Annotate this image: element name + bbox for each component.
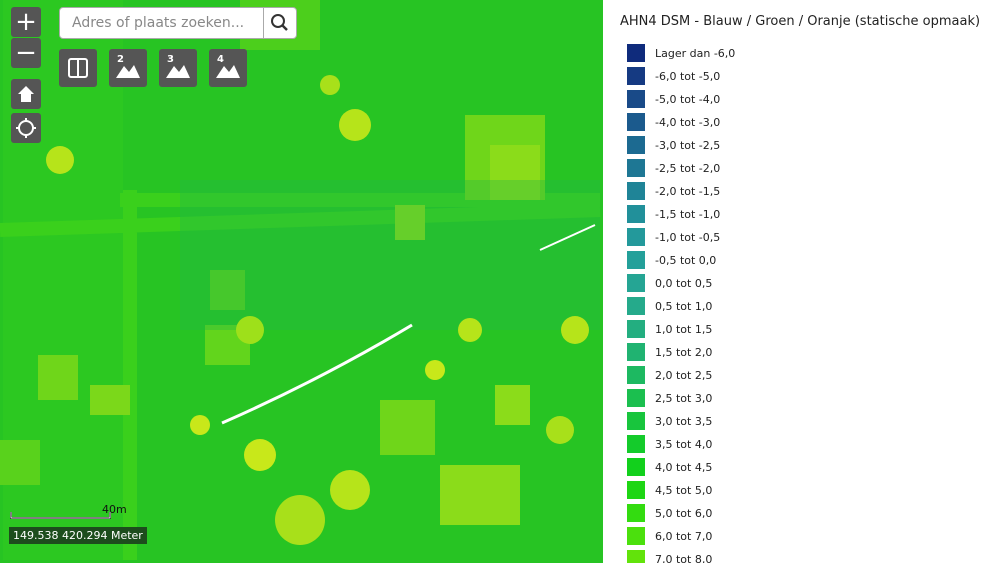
legend-label: -0,5 tot 0,0 <box>655 254 717 267</box>
search-placeholder: Adres of plaats zoeken... <box>72 15 245 31</box>
legend-swatch <box>627 435 645 453</box>
scale-bar-line <box>10 512 111 519</box>
legend-label: 5,0 tot 6,0 <box>655 507 713 520</box>
basemap-button[interactable]: 3 <box>159 49 197 87</box>
legend-swatch <box>627 228 645 246</box>
legend-swatch <box>627 320 645 338</box>
legend-title: AHN4 DSM - Blauw / Groen / Oranje (stati… <box>620 14 981 29</box>
legend-label: -6,0 tot -5,0 <box>655 70 721 83</box>
search-button[interactable] <box>263 8 296 38</box>
legend-label: -4,0 tot -3,0 <box>655 116 721 129</box>
basemap-button[interactable]: 2 <box>109 49 147 87</box>
legend-label: 3,5 tot 4,0 <box>655 438 713 451</box>
basemap-button[interactable]: 4 <box>209 49 247 87</box>
legend-swatch <box>627 136 645 154</box>
legend-swatch <box>627 90 645 108</box>
legend-label: 0,0 tot 0,5 <box>655 277 713 290</box>
legend-swatch <box>627 297 645 315</box>
legend-label: -2,0 tot -1,5 <box>655 185 721 198</box>
legend-swatch <box>627 113 645 131</box>
legend-label: 1,0 tot 1,5 <box>655 323 713 336</box>
compare-icon <box>68 58 88 78</box>
legend-swatch <box>627 481 645 499</box>
legend-label: 7,0 tot 8,0 <box>655 553 713 563</box>
legend-label: 4,0 tot 4,5 <box>655 461 713 474</box>
search-icon <box>271 14 288 31</box>
legend-swatch <box>627 343 645 361</box>
legend-swatch <box>627 205 645 223</box>
legend-label: -1,0 tot -0,5 <box>655 231 721 244</box>
legend-swatch <box>627 366 645 384</box>
scale-bar: 40m <box>10 503 127 524</box>
legend-swatch <box>627 274 645 292</box>
legend-swatch <box>627 67 645 85</box>
legend: AHN4 DSM - Blauw / Groen / Oranje (stati… <box>617 0 983 563</box>
basemap-icon <box>166 65 190 78</box>
legend-swatch <box>627 458 645 476</box>
legend-label: 3,0 tot 3,5 <box>655 415 713 428</box>
basemap-number: 4 <box>217 54 224 65</box>
zoom-out[interactable]: − <box>11 38 41 68</box>
basemap-number: 3 <box>167 54 174 65</box>
legend-label: 2,0 tot 2,5 <box>655 369 713 382</box>
legend-label: 2,5 tot 3,0 <box>655 392 713 405</box>
legend-label: -2,5 tot -2,0 <box>655 162 721 175</box>
legend-swatch <box>627 251 645 269</box>
basemap-number: 2 <box>117 54 124 65</box>
legend-swatch <box>627 44 645 62</box>
legend-swatch <box>627 527 645 545</box>
locate-button[interactable] <box>11 113 41 143</box>
legend-label: -3,0 tot -2,5 <box>655 139 721 152</box>
zoom-in[interactable]: + <box>11 7 41 37</box>
legend-swatch <box>627 182 645 200</box>
search-box[interactable]: Adres of plaats zoeken... <box>59 7 297 39</box>
map-image <box>0 0 603 563</box>
map[interactable]: + − Adres of plaats zoeken... 40m 149.53… <box>0 0 603 563</box>
scale-label: 40m <box>102 503 127 516</box>
basemap-icon <box>216 65 240 78</box>
legend-label: 1,5 tot 2,0 <box>655 346 713 359</box>
legend-label: Lager dan -6,0 <box>655 47 736 60</box>
home-button[interactable] <box>11 79 41 109</box>
legend-swatch <box>627 550 645 563</box>
home-icon <box>18 86 34 102</box>
coordinates: 149.538 420.294 Meter <box>9 527 147 544</box>
legend-label: 6,0 tot 7,0 <box>655 530 713 543</box>
basemap-icon <box>116 65 140 78</box>
legend-swatch <box>627 412 645 430</box>
legend-swatch <box>627 159 645 177</box>
legend-swatch <box>627 504 645 522</box>
locate-icon <box>16 118 36 138</box>
legend-label: 4,5 tot 5,0 <box>655 484 713 497</box>
legend-swatch <box>627 389 645 407</box>
legend-label: -5,0 tot -4,0 <box>655 93 721 106</box>
legend-label: -1,5 tot -1,0 <box>655 208 721 221</box>
legend-label: 0,5 tot 1,0 <box>655 300 713 313</box>
compare-button[interactable] <box>59 49 97 87</box>
